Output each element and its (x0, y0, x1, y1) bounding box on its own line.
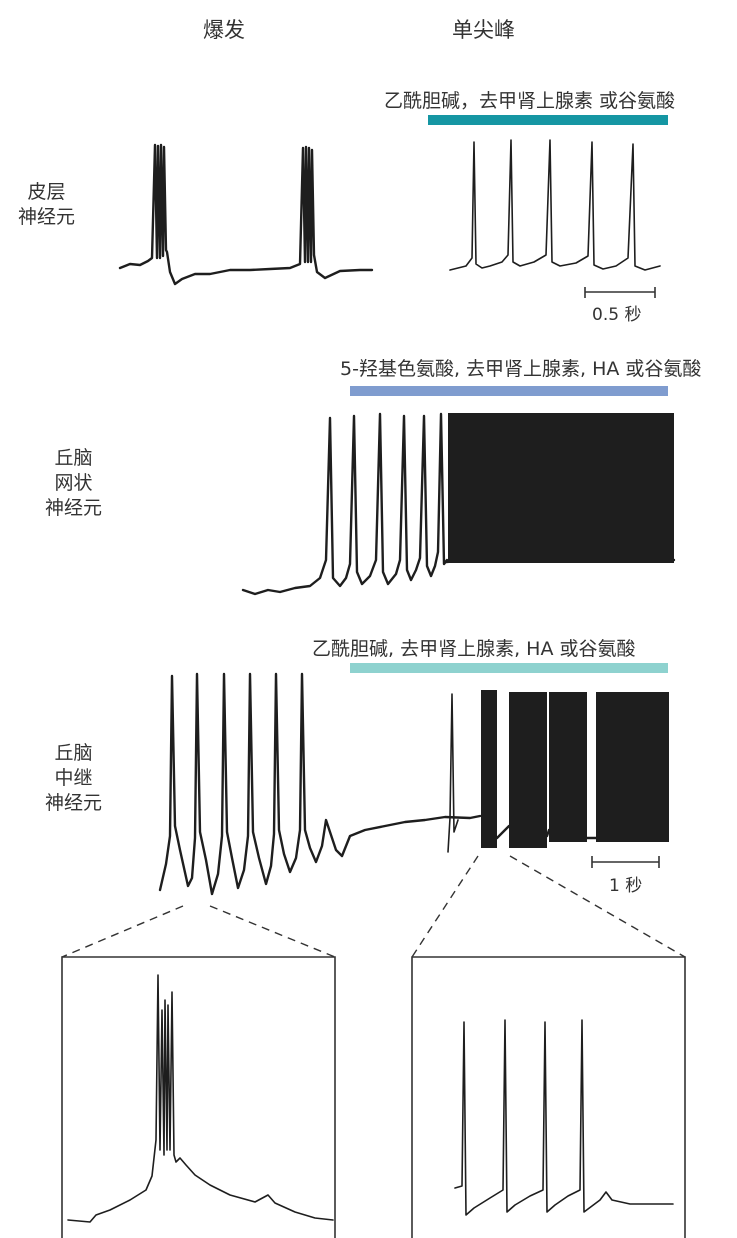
relay-tonic-block-3 (549, 692, 587, 842)
drug-label-cortical: 乙酰胆碱，去甲肾上腺素 或谷氨酸 (384, 90, 676, 112)
zoom-line-left-b (209, 905, 336, 958)
inset-frame-single (411, 956, 686, 1238)
header-burst: 爆发 (203, 18, 245, 42)
row-label-line: 丘脑 (54, 742, 93, 764)
row-label-line: 丘脑 (54, 447, 93, 469)
inset-single-spike-trace (454, 1019, 674, 1216)
zoom-line-left-a (61, 905, 184, 958)
row-label-thalamic-reticular: 丘脑 网状 神经元 (45, 446, 102, 521)
header-single-spike: 单尖峰 (452, 18, 515, 42)
relay-tonic-block-1 (481, 690, 497, 848)
row-label-line: 神经元 (18, 206, 76, 228)
relay-tonic-block-4 (596, 692, 669, 842)
row-label-line: 神经元 (45, 497, 103, 519)
reticular-tonic-baseline (444, 558, 676, 564)
row-label-line: 神经元 (45, 792, 103, 814)
scale-bar-0-5s (584, 287, 656, 298)
zoom-line-right-b (509, 855, 686, 958)
scale-label-0-5s: 0.5 秒 (592, 305, 642, 325)
row-label-thalamic-relay: 丘脑 中继 神经元 (45, 741, 102, 816)
row-label-line: 网状 (54, 472, 93, 494)
drug-label-reticular: 5-羟基色氨酸, 去甲肾上腺素, HA 或谷氨酸 (340, 358, 702, 380)
cortical-burst-trace (118, 143, 374, 286)
drug-bar-relay (350, 663, 668, 673)
drug-bar-cortical (428, 115, 668, 125)
row-label-cortical-neuron: 皮层 神经元 (18, 180, 75, 230)
drug-bar-reticular (350, 386, 668, 396)
reticular-tonic-block (448, 413, 674, 563)
inset-frame-burst (61, 956, 336, 1238)
relay-tonic-block-2 (509, 692, 547, 848)
relay-burst-trace (158, 672, 482, 896)
inset-burst-trace (67, 974, 334, 1223)
relay-tonic-baseline (495, 824, 598, 840)
zoom-line-right-a (411, 855, 479, 958)
scale-label-1s: 1 秒 (609, 876, 643, 896)
row-label-line: 皮层 (27, 181, 66, 203)
scale-bar-1s (591, 856, 660, 868)
row-label-line: 中继 (54, 767, 93, 789)
reticular-burst-trace (241, 412, 449, 596)
drug-label-relay: 乙酰胆碱, 去甲肾上腺素, HA 或谷氨酸 (312, 638, 636, 660)
relay-tonic-leading-spike (447, 693, 459, 853)
cortical-single-spike-trace (449, 139, 661, 271)
